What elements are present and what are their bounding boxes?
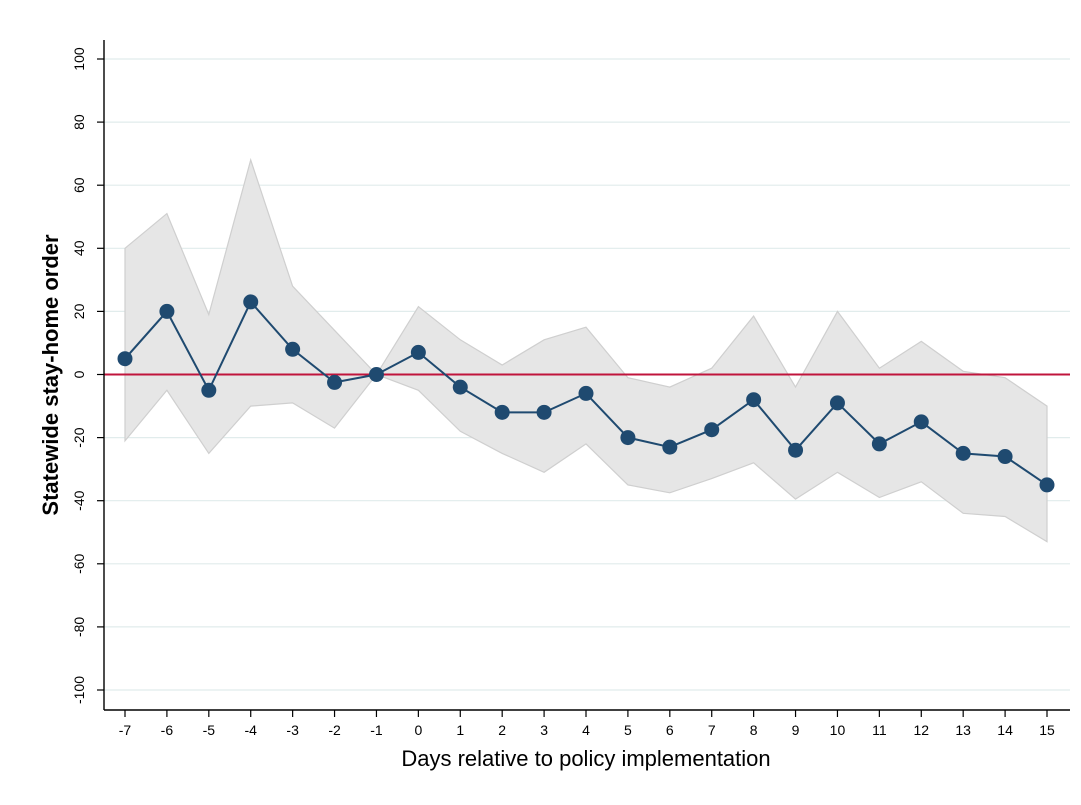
y-tick-label: -40 xyxy=(71,490,87,510)
axis-labels: Days relative to policy implementation S… xyxy=(38,234,771,771)
y-tick-label: -20 xyxy=(71,427,87,447)
x-tick-label: 5 xyxy=(624,722,632,738)
x-tick-label: 9 xyxy=(792,722,800,738)
x-tick-label: 8 xyxy=(750,722,758,738)
y-tick-label: 100 xyxy=(71,47,87,71)
data-point xyxy=(368,367,384,382)
data-point xyxy=(955,445,971,461)
x-tick-label: -6 xyxy=(161,722,174,738)
y-tick-label: 60 xyxy=(71,177,87,193)
data-point xyxy=(829,395,845,411)
data-point xyxy=(285,341,301,357)
y-tick-label: 0 xyxy=(71,370,87,378)
y-tick-label: 40 xyxy=(71,240,87,256)
confidence-band-layer xyxy=(124,157,1048,543)
x-tick-label: -4 xyxy=(245,722,258,738)
y-tick-label: -60 xyxy=(71,553,87,573)
x-axis-title: Days relative to policy implementation xyxy=(401,746,770,771)
x-tick-label: 0 xyxy=(414,722,422,738)
y-tick-label: 20 xyxy=(71,303,87,319)
x-tick-label: 12 xyxy=(913,722,929,738)
y-tick-label: -100 xyxy=(71,676,87,704)
x-tick-label: 1 xyxy=(456,722,464,738)
data-point xyxy=(117,351,133,367)
data-point xyxy=(201,382,217,398)
data-point xyxy=(620,430,636,446)
x-tick-label: 7 xyxy=(708,722,716,738)
y-tick-label: 80 xyxy=(71,114,87,130)
x-tick-label: -7 xyxy=(119,722,132,738)
data-point xyxy=(578,385,594,401)
data-point xyxy=(871,436,887,452)
x-tick-label: -5 xyxy=(203,722,216,738)
y-axis-title: Statewide stay-home order xyxy=(38,234,63,516)
x-tick-label: 14 xyxy=(997,722,1013,738)
x-tick-label: 10 xyxy=(830,722,846,738)
data-point xyxy=(452,379,468,395)
data-point xyxy=(662,439,678,455)
x-tick-label: 6 xyxy=(666,722,674,738)
data-point xyxy=(788,442,804,458)
data-point xyxy=(494,404,510,420)
y-tick-label: -80 xyxy=(71,617,87,637)
x-tick-label: 3 xyxy=(540,722,548,738)
series-layer xyxy=(117,294,1055,493)
x-tick-label: -3 xyxy=(286,722,299,738)
data-point xyxy=(997,449,1013,465)
x-tick-label: -1 xyxy=(370,722,383,738)
data-point xyxy=(410,344,426,360)
data-point xyxy=(913,414,929,430)
data-point xyxy=(159,303,175,319)
x-tick-label: 2 xyxy=(498,722,506,738)
confidence-band xyxy=(124,157,1048,543)
data-point xyxy=(1039,477,1055,493)
data-point xyxy=(243,294,259,310)
data-point xyxy=(536,404,552,420)
x-tick-label: 13 xyxy=(955,722,971,738)
x-tick-label: 15 xyxy=(1039,722,1055,738)
x-tick-label: 11 xyxy=(872,722,887,738)
data-point xyxy=(704,422,720,438)
x-tick-label: 4 xyxy=(582,722,590,738)
data-point xyxy=(327,374,343,390)
x-tick-label: -2 xyxy=(328,722,341,738)
data-point xyxy=(746,392,762,408)
